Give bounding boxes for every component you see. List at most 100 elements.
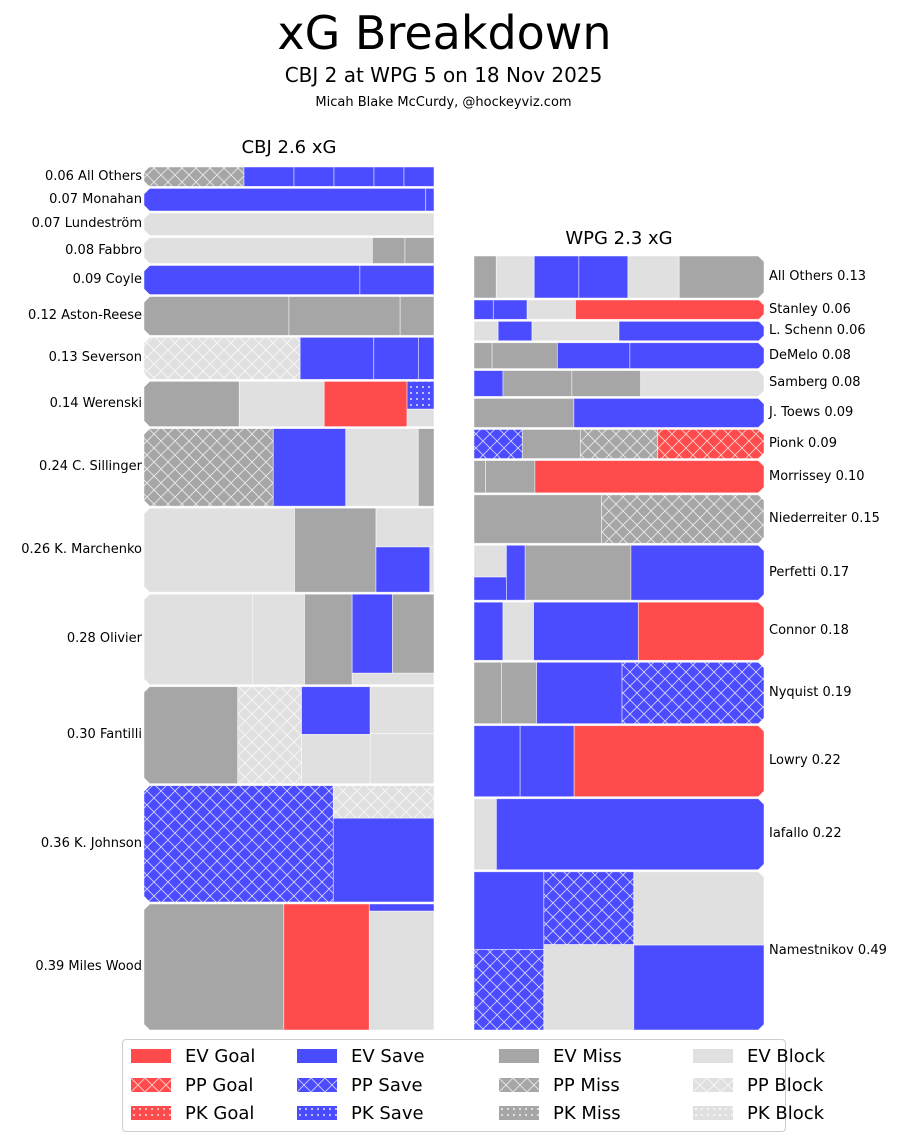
chart-byline: Micah Blake McCurdy, @hockeyviz.com (315, 95, 572, 110)
shot-ev-save (618, 320, 765, 342)
shot-ev-save (333, 166, 375, 187)
shot-ev-save (332, 817, 435, 903)
legend: EV Goal EV Save EV Miss EV Block PP Goal PP S… (122, 1039, 825, 1132)
shot-ev-save (417, 336, 435, 380)
shot-ev-miss (304, 593, 353, 686)
player-bar-corner (757, 320, 765, 342)
shot-ev-save (573, 398, 765, 428)
wpg-player-j-toews (473, 397, 765, 429)
cbj-player-lundestr-m (143, 212, 435, 237)
shot-pattern-pp-miss (144, 167, 244, 187)
shot-ev-block (375, 507, 435, 548)
legend-label: PP Save (351, 1074, 423, 1096)
shot-ev-block (143, 237, 373, 264)
shot-ev-save (473, 871, 545, 950)
legend-label: EV Miss (553, 1046, 622, 1067)
wpg-player-label: All Others 0.13 (769, 268, 867, 284)
shot-ev-block (473, 798, 497, 871)
shot-ev-block (531, 320, 620, 342)
shot-ev-save (301, 686, 371, 735)
shot-ev-block (143, 507, 295, 593)
shot-ev-miss (143, 686, 239, 785)
legend-swatch-pk-save (297, 1106, 337, 1120)
shot-ev-save (556, 342, 631, 369)
player-bar-corner (757, 544, 765, 602)
cbj-player-label: 0.13 Severson (48, 350, 142, 366)
cbj-player-label: 0.24 C. Sillinger (39, 459, 142, 475)
wpg-player-label: DeMelo 0.08 (769, 347, 851, 363)
wpg-player-label: Nyquist 0.19 (769, 684, 852, 700)
shot-ev-miss (473, 342, 493, 369)
cbj-player-label: 0.30 Fantilli (66, 727, 142, 743)
shot-ev-block (640, 370, 765, 397)
shot-ev-save (519, 725, 575, 798)
shot-ev-save (533, 601, 639, 661)
legend-label: PP Goal (185, 1074, 254, 1096)
wpg-player-label: Morrissey 0.10 (769, 468, 865, 484)
shot-pattern-pp-miss (580, 429, 658, 459)
chart-subtitle: CBJ 2 at WPG 5 on 18 Nov 2025 (284, 63, 603, 87)
shot-ev-save (578, 255, 629, 299)
wpg-player-namestnikov (473, 870, 765, 1031)
shot-ev-save (629, 342, 765, 369)
shot-ev-goal (283, 903, 370, 1031)
wpg-player-samberg (473, 369, 765, 398)
wpg-player-label: L. Schenn 0.06 (769, 323, 866, 339)
shot-pattern-pp-save (543, 871, 634, 945)
shot-ev-block (143, 593, 254, 686)
shot-ev-miss (678, 255, 765, 299)
cbj-treemap (143, 166, 435, 1031)
shot-ev-miss (392, 593, 435, 674)
wpg-player-label: Niederreiter 0.15 (769, 511, 880, 527)
player-bar-corner (143, 264, 151, 296)
shot-ev-save (473, 725, 521, 798)
shot-ev-save (473, 601, 504, 661)
cbj-panel-title: CBJ 2.6 xG (241, 137, 337, 158)
shot-ev-miss (473, 460, 487, 494)
shot-ev-save (143, 187, 427, 212)
cbj-player-label: 0.12 Aston-Reese (28, 307, 142, 323)
shot-ev-miss (294, 507, 377, 593)
wpg-player-stanley (473, 298, 765, 321)
wpg-player-label: Namestnikov 0.49 (769, 942, 887, 958)
shot-ev-save (473, 299, 494, 320)
shot-ev-miss (143, 296, 290, 336)
shot-ev-block (473, 320, 499, 342)
cbj-player-label: 0.07 Lundeström (31, 216, 142, 232)
shot-ev-block (369, 733, 435, 785)
shot-ev-block (143, 212, 435, 237)
shot-ev-save (272, 428, 347, 507)
shot-ev-block (406, 408, 435, 428)
shot-ev-miss (571, 370, 642, 397)
shot-pattern-pk-save (407, 381, 434, 410)
shot-ev-block (543, 944, 635, 1031)
shot-ev-miss (491, 342, 558, 369)
player-bar-corner (143, 212, 151, 237)
shot-ev-miss (143, 380, 240, 428)
legend-swatch-pp-miss (499, 1077, 539, 1092)
player-bar-corner (143, 236, 151, 265)
shot-ev-miss (502, 370, 573, 397)
shot-pattern-pp-save (474, 429, 523, 459)
shot-ev-save (497, 320, 533, 342)
player-bar-corner (757, 298, 765, 321)
shot-pattern-pp-miss (601, 494, 764, 544)
wpg-player-demelo (473, 341, 765, 370)
legend-swatch-pk-miss (499, 1106, 539, 1120)
cbj-player-label: 0.36 K. Johnson (40, 835, 142, 851)
shot-ev-block (345, 428, 419, 507)
legend-label: PK Miss (553, 1103, 621, 1124)
player-bar-corner (757, 661, 765, 725)
shot-ev-block (351, 672, 435, 686)
wpg-player-label: Perfetti 0.17 (769, 564, 850, 580)
cbj-player-coyle (143, 264, 435, 296)
shot-ev-goal (573, 725, 765, 798)
cbj-player-label: 0.06 All Others (44, 168, 142, 184)
shot-ev-save (496, 798, 765, 871)
player-bar-corner (757, 255, 765, 299)
shot-ev-block (369, 686, 435, 735)
player-bar-corner (757, 493, 765, 545)
shot-ev-miss (143, 903, 285, 1031)
cbj-player-all-others (143, 166, 435, 188)
shot-ev-save (351, 593, 393, 674)
